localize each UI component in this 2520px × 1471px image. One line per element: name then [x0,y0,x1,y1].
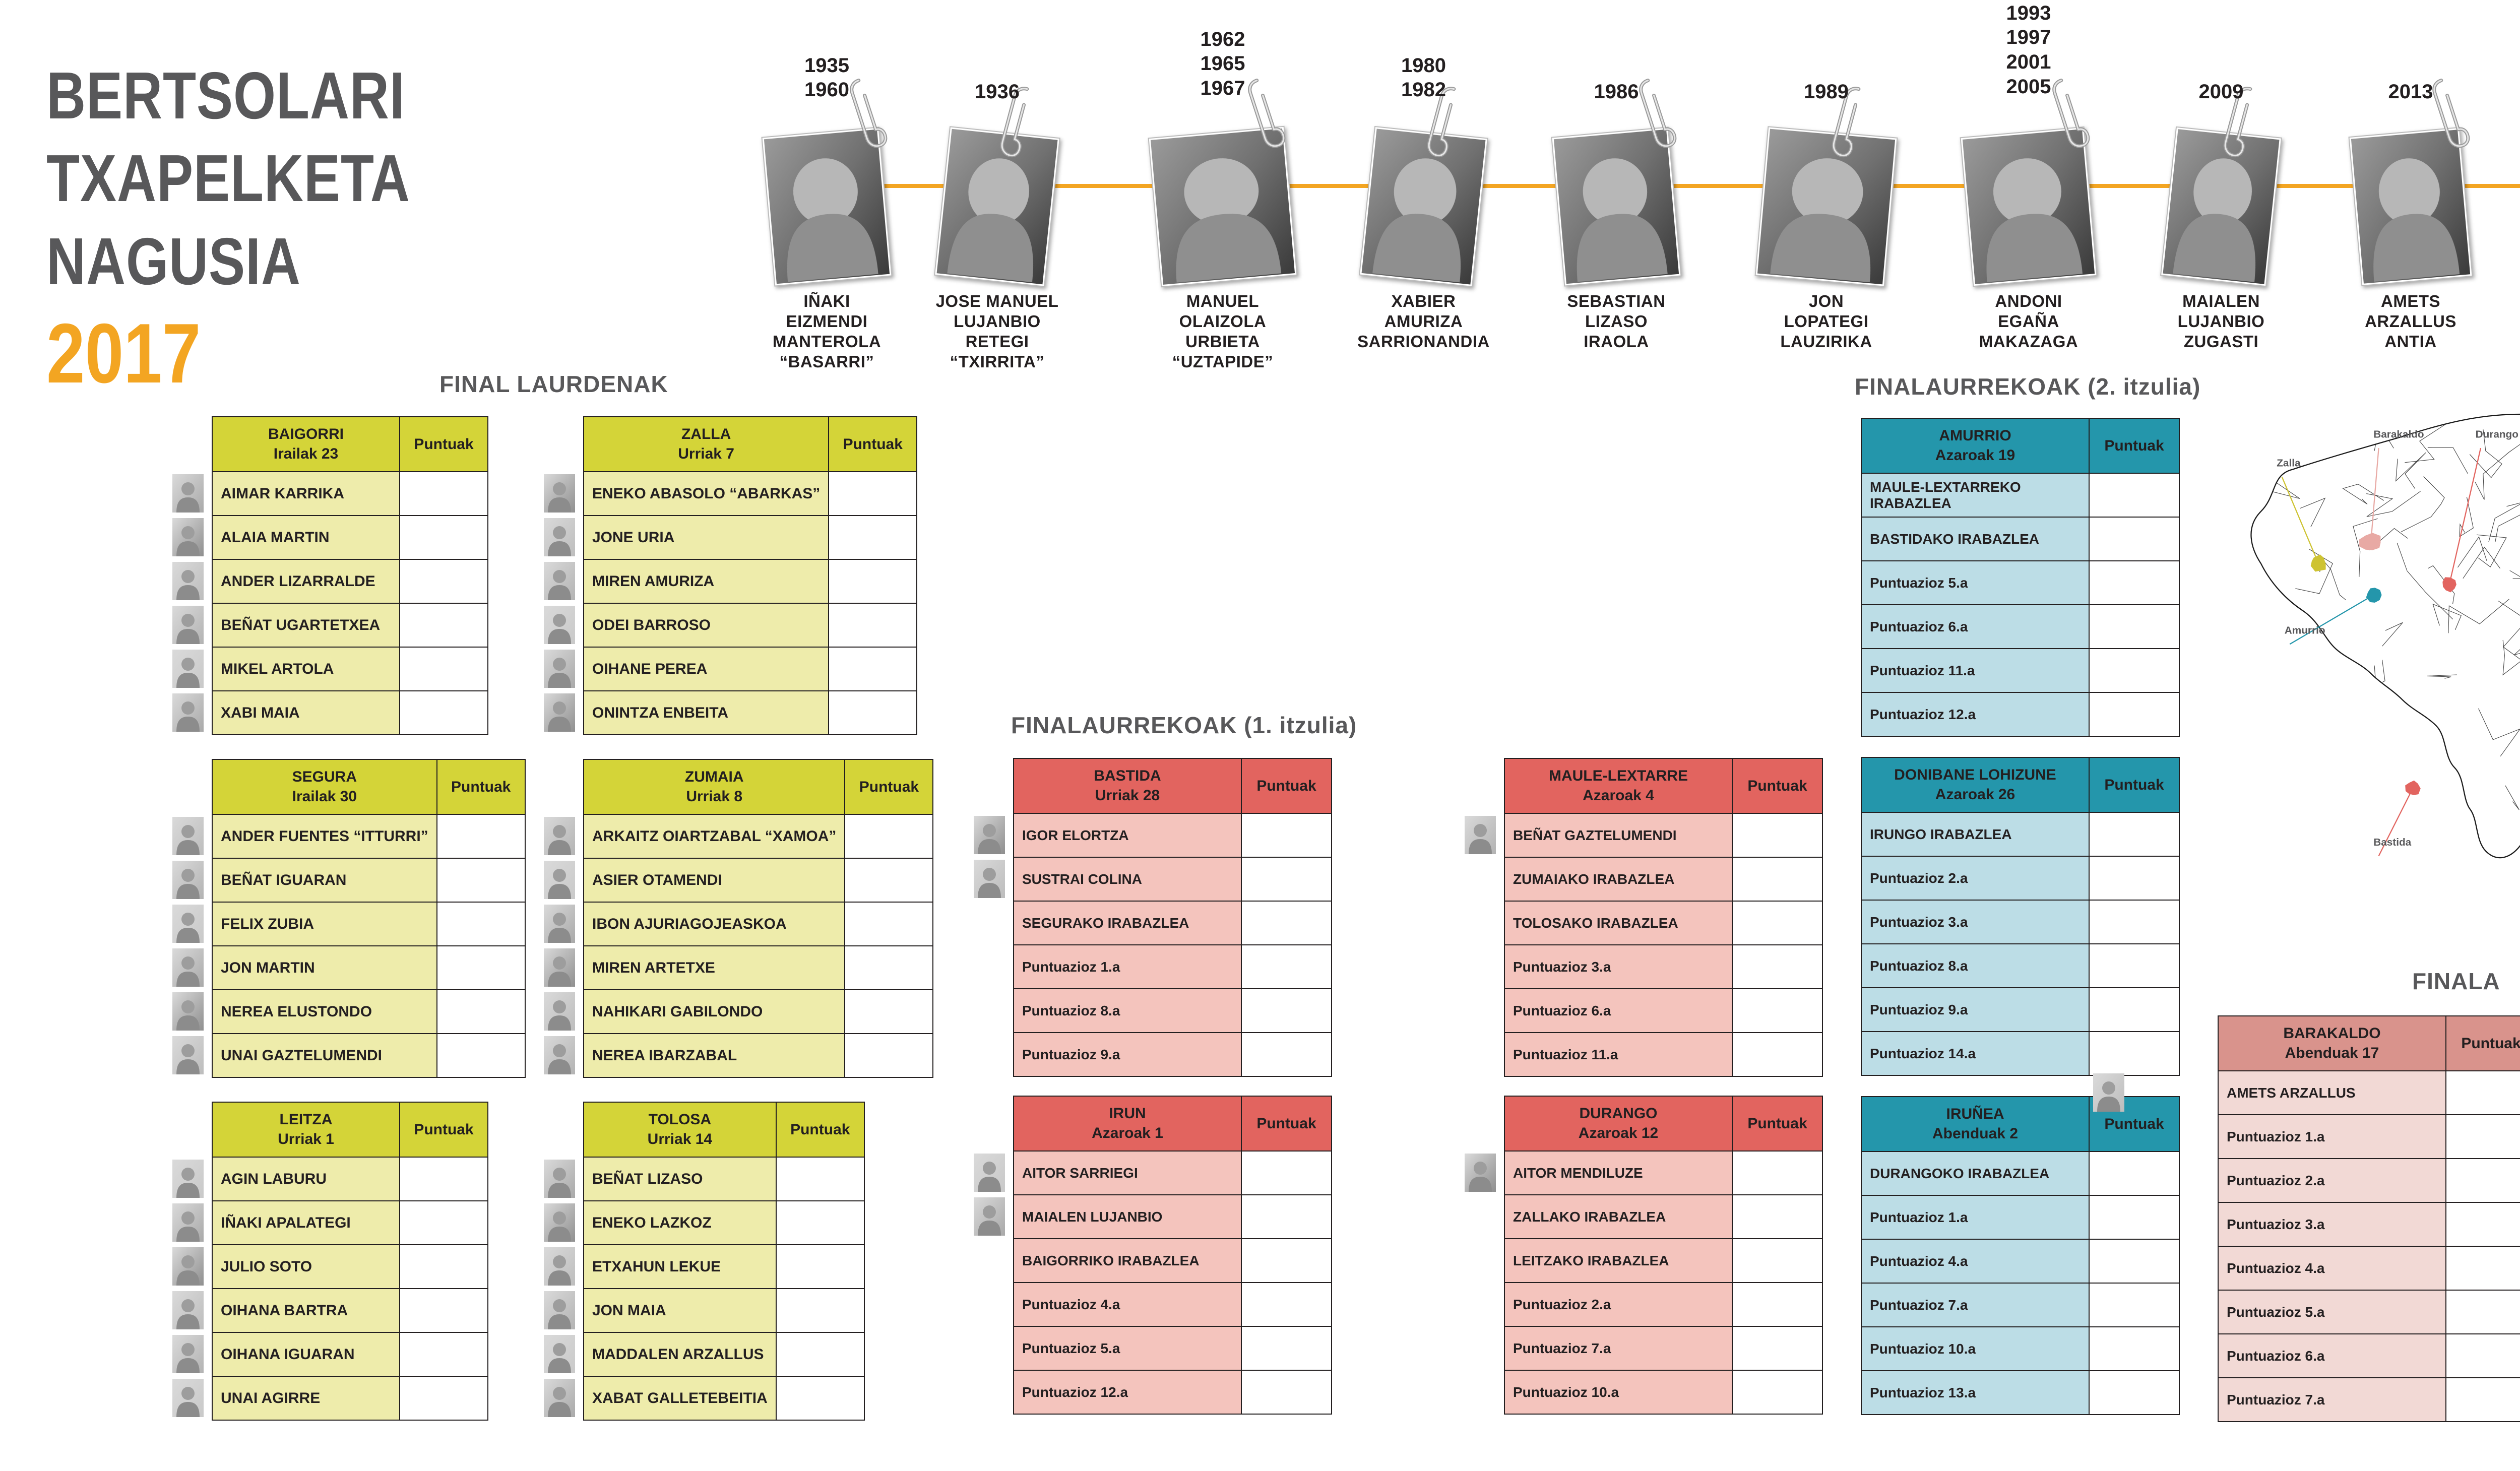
svg-text:Bastida: Bastida [2373,837,2411,848]
svg-text:Zalla: Zalla [2277,457,2301,469]
svg-text:Amurrio: Amurrio [2285,625,2325,636]
svg-text:Durango: Durango [2476,428,2518,440]
svg-text:Barakaldo: Barakaldo [2373,428,2424,440]
